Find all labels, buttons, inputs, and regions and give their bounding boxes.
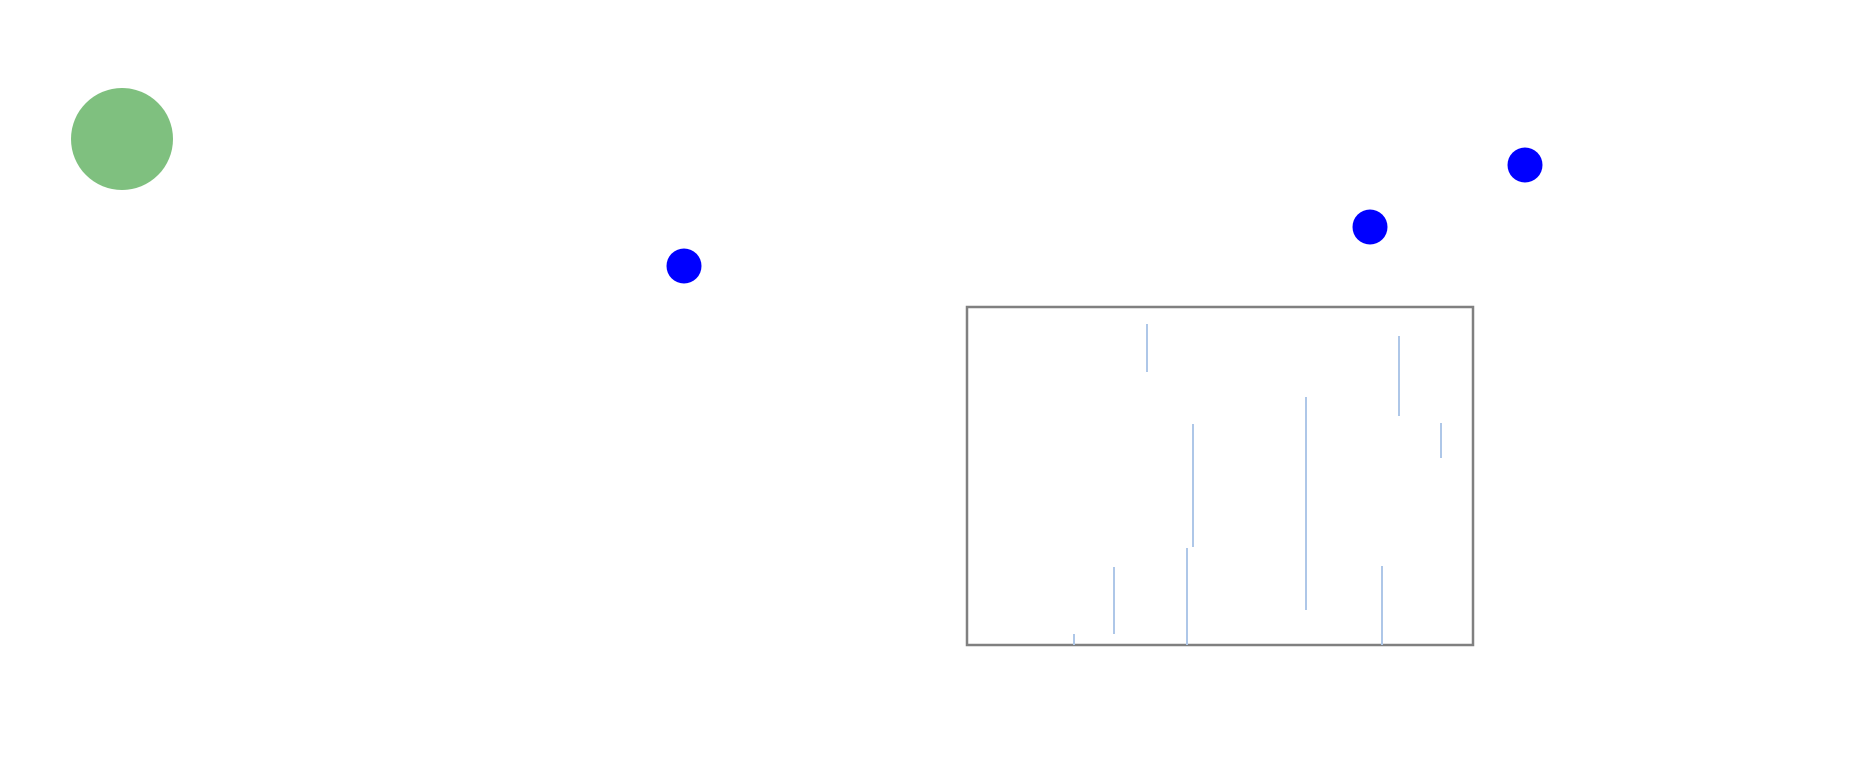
- player-circle[interactable]: [71, 88, 173, 190]
- pellet-dot[interactable]: [1352, 209, 1388, 245]
- streak-group: [1073, 324, 1442, 645]
- pellet-dot[interactable]: [1507, 147, 1543, 183]
- pellet-dot[interactable]: [666, 248, 702, 284]
- panel-box: [965, 305, 1475, 647]
- pellet-group: [666, 147, 1543, 284]
